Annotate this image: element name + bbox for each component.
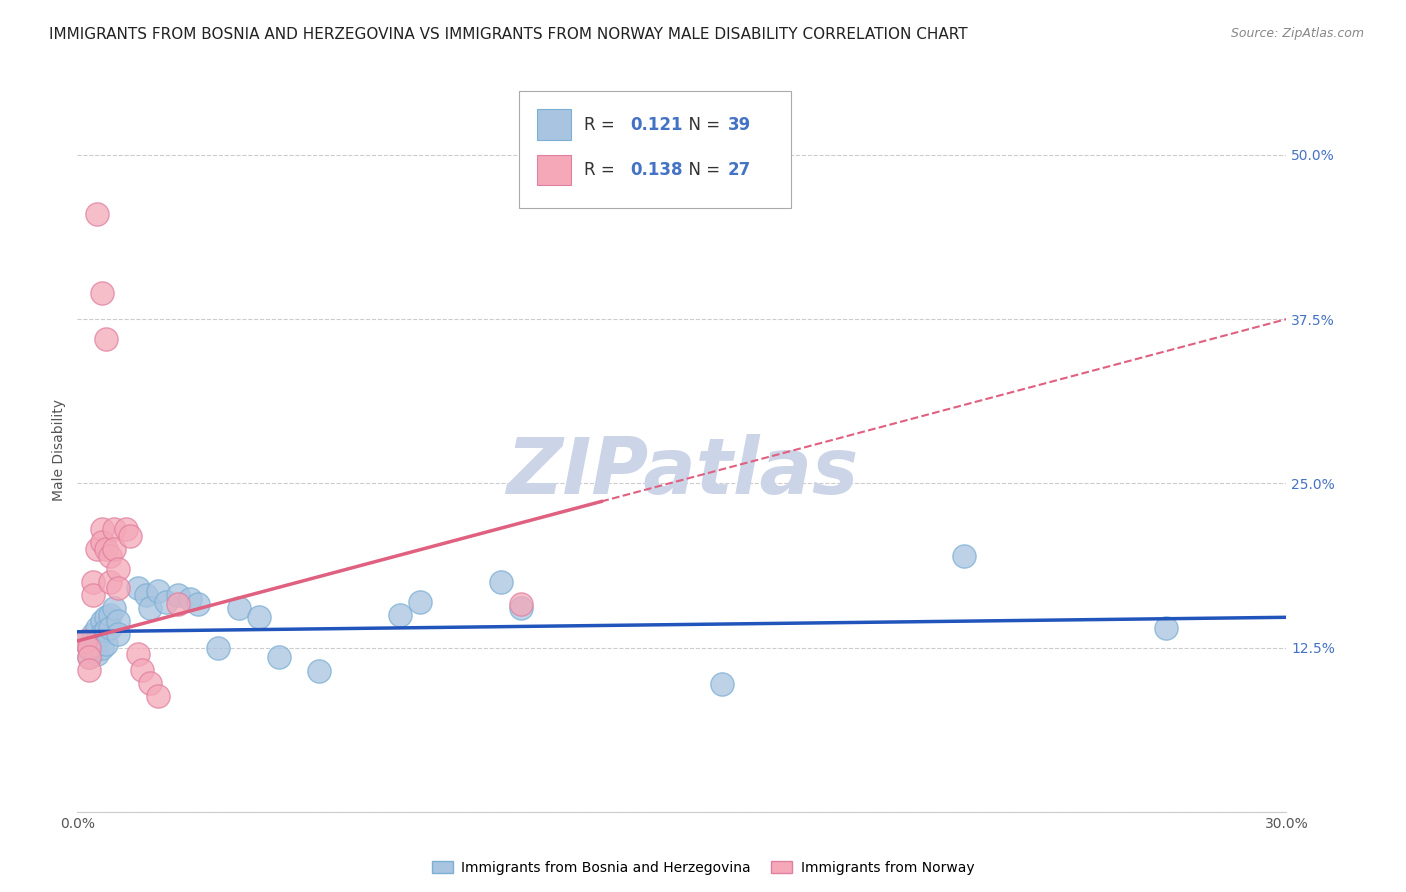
Point	[94, 541, 117, 556]
Point	[167, 597, 190, 611]
Point	[267, 649, 290, 664]
Text: 27: 27	[728, 161, 751, 179]
Point	[98, 607, 121, 622]
Y-axis label: Male Disability: Male Disability	[52, 400, 66, 501]
Point	[107, 627, 129, 641]
Point	[98, 549, 121, 563]
Text: 0.121: 0.121	[630, 116, 682, 134]
Point	[509, 601, 531, 615]
Point	[127, 647, 149, 661]
Point	[139, 601, 162, 615]
Point	[86, 207, 108, 221]
Point	[98, 621, 121, 635]
Point	[98, 574, 121, 589]
Point	[187, 597, 209, 611]
Text: 39: 39	[728, 116, 751, 134]
Point	[139, 676, 162, 690]
Point	[82, 627, 104, 641]
Point	[103, 541, 125, 556]
Point	[90, 627, 112, 641]
Point	[107, 614, 129, 628]
Point	[90, 285, 112, 300]
Point	[82, 588, 104, 602]
FancyBboxPatch shape	[519, 91, 790, 209]
Point	[94, 624, 117, 638]
Text: N =: N =	[678, 161, 725, 179]
Point	[118, 529, 141, 543]
Point	[82, 644, 104, 658]
Point	[94, 332, 117, 346]
FancyBboxPatch shape	[537, 110, 571, 140]
Point	[86, 647, 108, 661]
Text: Source: ZipAtlas.com: Source: ZipAtlas.com	[1230, 27, 1364, 40]
Point	[90, 522, 112, 536]
Point	[167, 588, 190, 602]
Point	[79, 640, 101, 655]
Point	[79, 663, 101, 677]
Point	[75, 634, 97, 648]
Point	[228, 601, 250, 615]
Legend: Immigrants from Bosnia and Herzegovina, Immigrants from Norway: Immigrants from Bosnia and Herzegovina, …	[426, 855, 980, 880]
Point	[409, 594, 432, 608]
Point	[131, 663, 153, 677]
Point	[103, 522, 125, 536]
Point	[86, 541, 108, 556]
Text: IMMIGRANTS FROM BOSNIA AND HERZEGOVINA VS IMMIGRANTS FROM NORWAY MALE DISABILITY: IMMIGRANTS FROM BOSNIA AND HERZEGOVINA V…	[49, 27, 967, 42]
Point	[135, 588, 157, 602]
Point	[107, 562, 129, 576]
Point	[114, 522, 136, 536]
Text: R =: R =	[583, 161, 620, 179]
Point	[711, 677, 734, 691]
Point	[1154, 621, 1177, 635]
Point	[79, 649, 101, 664]
Point	[388, 607, 411, 622]
Point	[82, 574, 104, 589]
Point	[90, 535, 112, 549]
Point	[509, 597, 531, 611]
Point	[953, 549, 976, 563]
FancyBboxPatch shape	[537, 155, 571, 186]
Point	[207, 640, 229, 655]
Point	[146, 584, 169, 599]
Text: N =: N =	[678, 116, 725, 134]
Point	[86, 634, 108, 648]
Point	[146, 689, 169, 703]
Text: ZIPatlas: ZIPatlas	[506, 434, 858, 510]
Point	[94, 610, 117, 624]
Point	[489, 574, 512, 589]
Point	[75, 634, 97, 648]
Point	[94, 636, 117, 650]
Point	[127, 582, 149, 596]
Point	[79, 640, 101, 655]
Point	[79, 649, 101, 664]
Text: 0.138: 0.138	[630, 161, 682, 179]
Point	[107, 582, 129, 596]
Point	[155, 594, 177, 608]
Point	[90, 614, 112, 628]
Point	[90, 640, 112, 655]
Point	[247, 610, 270, 624]
Point	[308, 664, 330, 678]
Point	[103, 601, 125, 615]
Point	[86, 621, 108, 635]
Text: R =: R =	[583, 116, 620, 134]
Point	[179, 591, 201, 606]
